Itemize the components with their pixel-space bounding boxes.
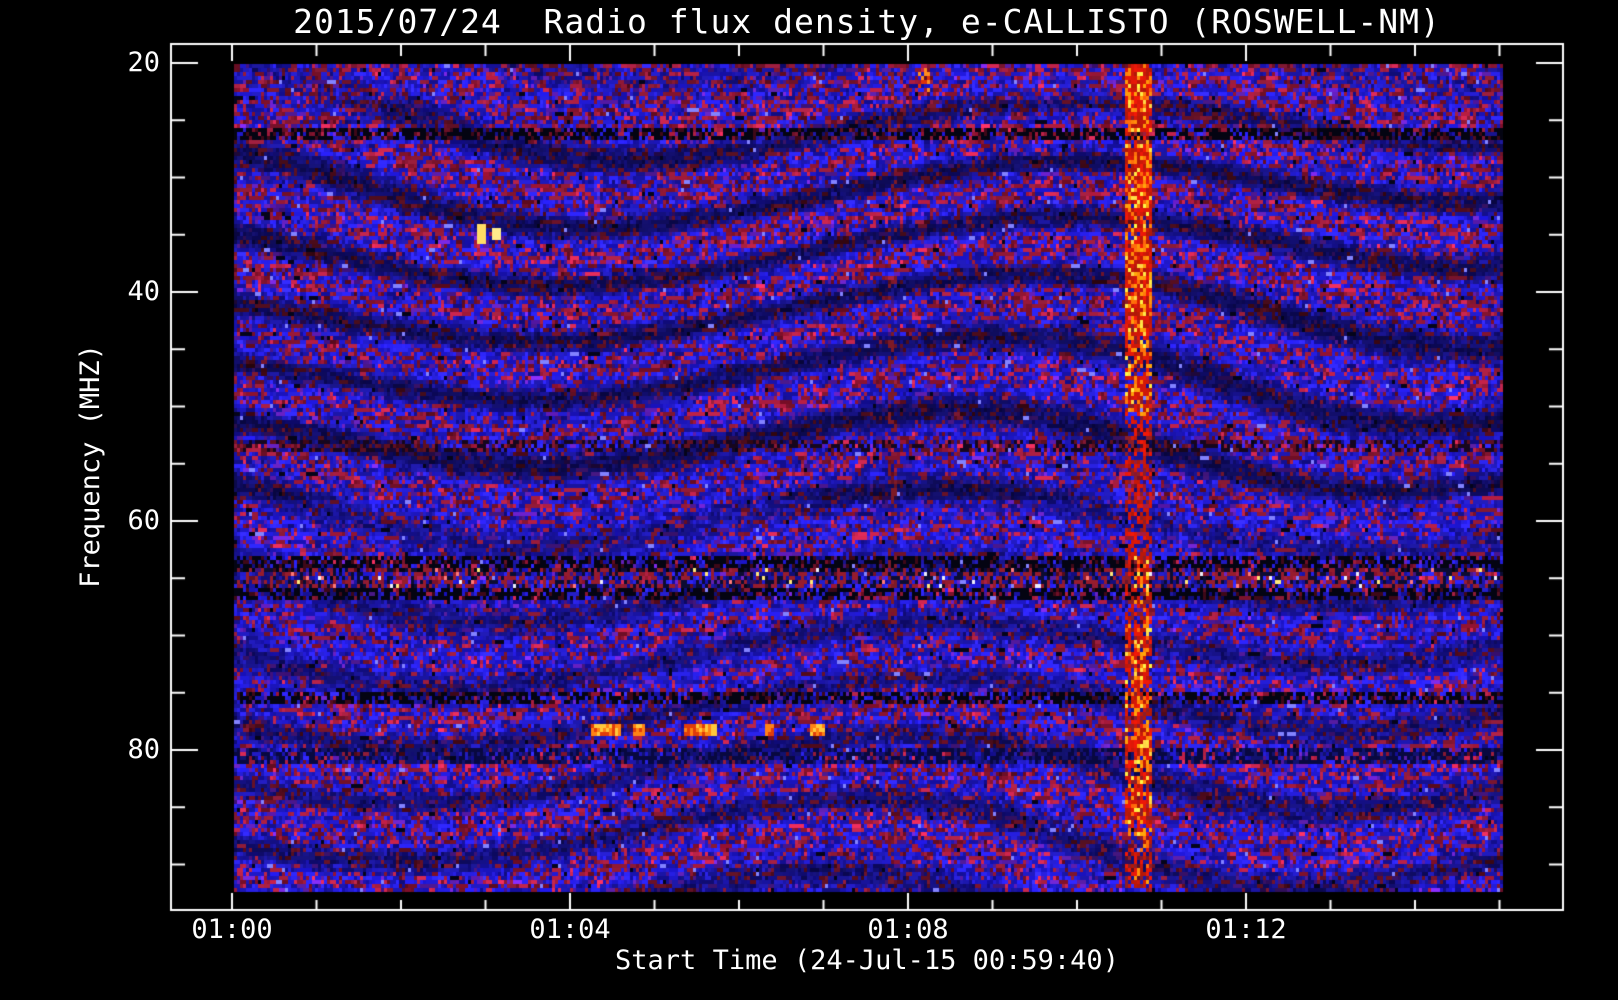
x-tick-label-0108: 01:08 [867,914,949,945]
x-tick-label-0112: 01:12 [1205,914,1287,945]
y-tick-label-60: 60 [127,505,160,536]
x-tick-label-0100: 01:00 [191,914,273,945]
y-tick-label-20: 20 [127,47,160,78]
y-axis-label: Frequency (MHZ) [75,344,106,588]
x-axis-label: Start Time (24-Jul-15 00:59:40) [615,945,1119,976]
plot-title: 2015/07/24 Radio flux density, e-CALLIST… [293,2,1441,41]
y-tick-label-40: 40 [127,276,160,307]
x-tick-label-0104: 01:04 [529,914,611,945]
y-tick-label-80: 80 [127,734,160,765]
